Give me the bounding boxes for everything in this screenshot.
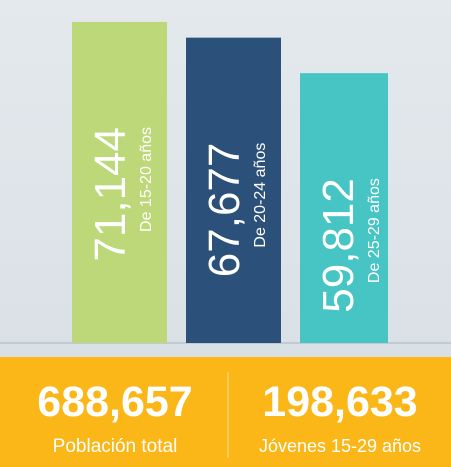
summary-value: 688,657 — [37, 378, 192, 426]
bar — [300, 73, 388, 344]
summary-box — [0, 357, 451, 467]
summary-label: Jóvenes 15-29 años — [259, 436, 421, 456]
bar — [72, 22, 167, 343]
value-label: 67,677 — [200, 143, 249, 278]
summary-value: 198,633 — [262, 378, 417, 426]
category-label: De 15-20 años — [138, 127, 155, 232]
category-label: De 25-29 años — [366, 178, 383, 283]
value-label: 71,144 — [86, 127, 135, 262]
value-label: 59,812 — [314, 178, 363, 313]
category-label: De 20-24 años — [252, 143, 269, 248]
summary-label: Población total — [53, 436, 178, 457]
bar — [186, 37, 281, 344]
